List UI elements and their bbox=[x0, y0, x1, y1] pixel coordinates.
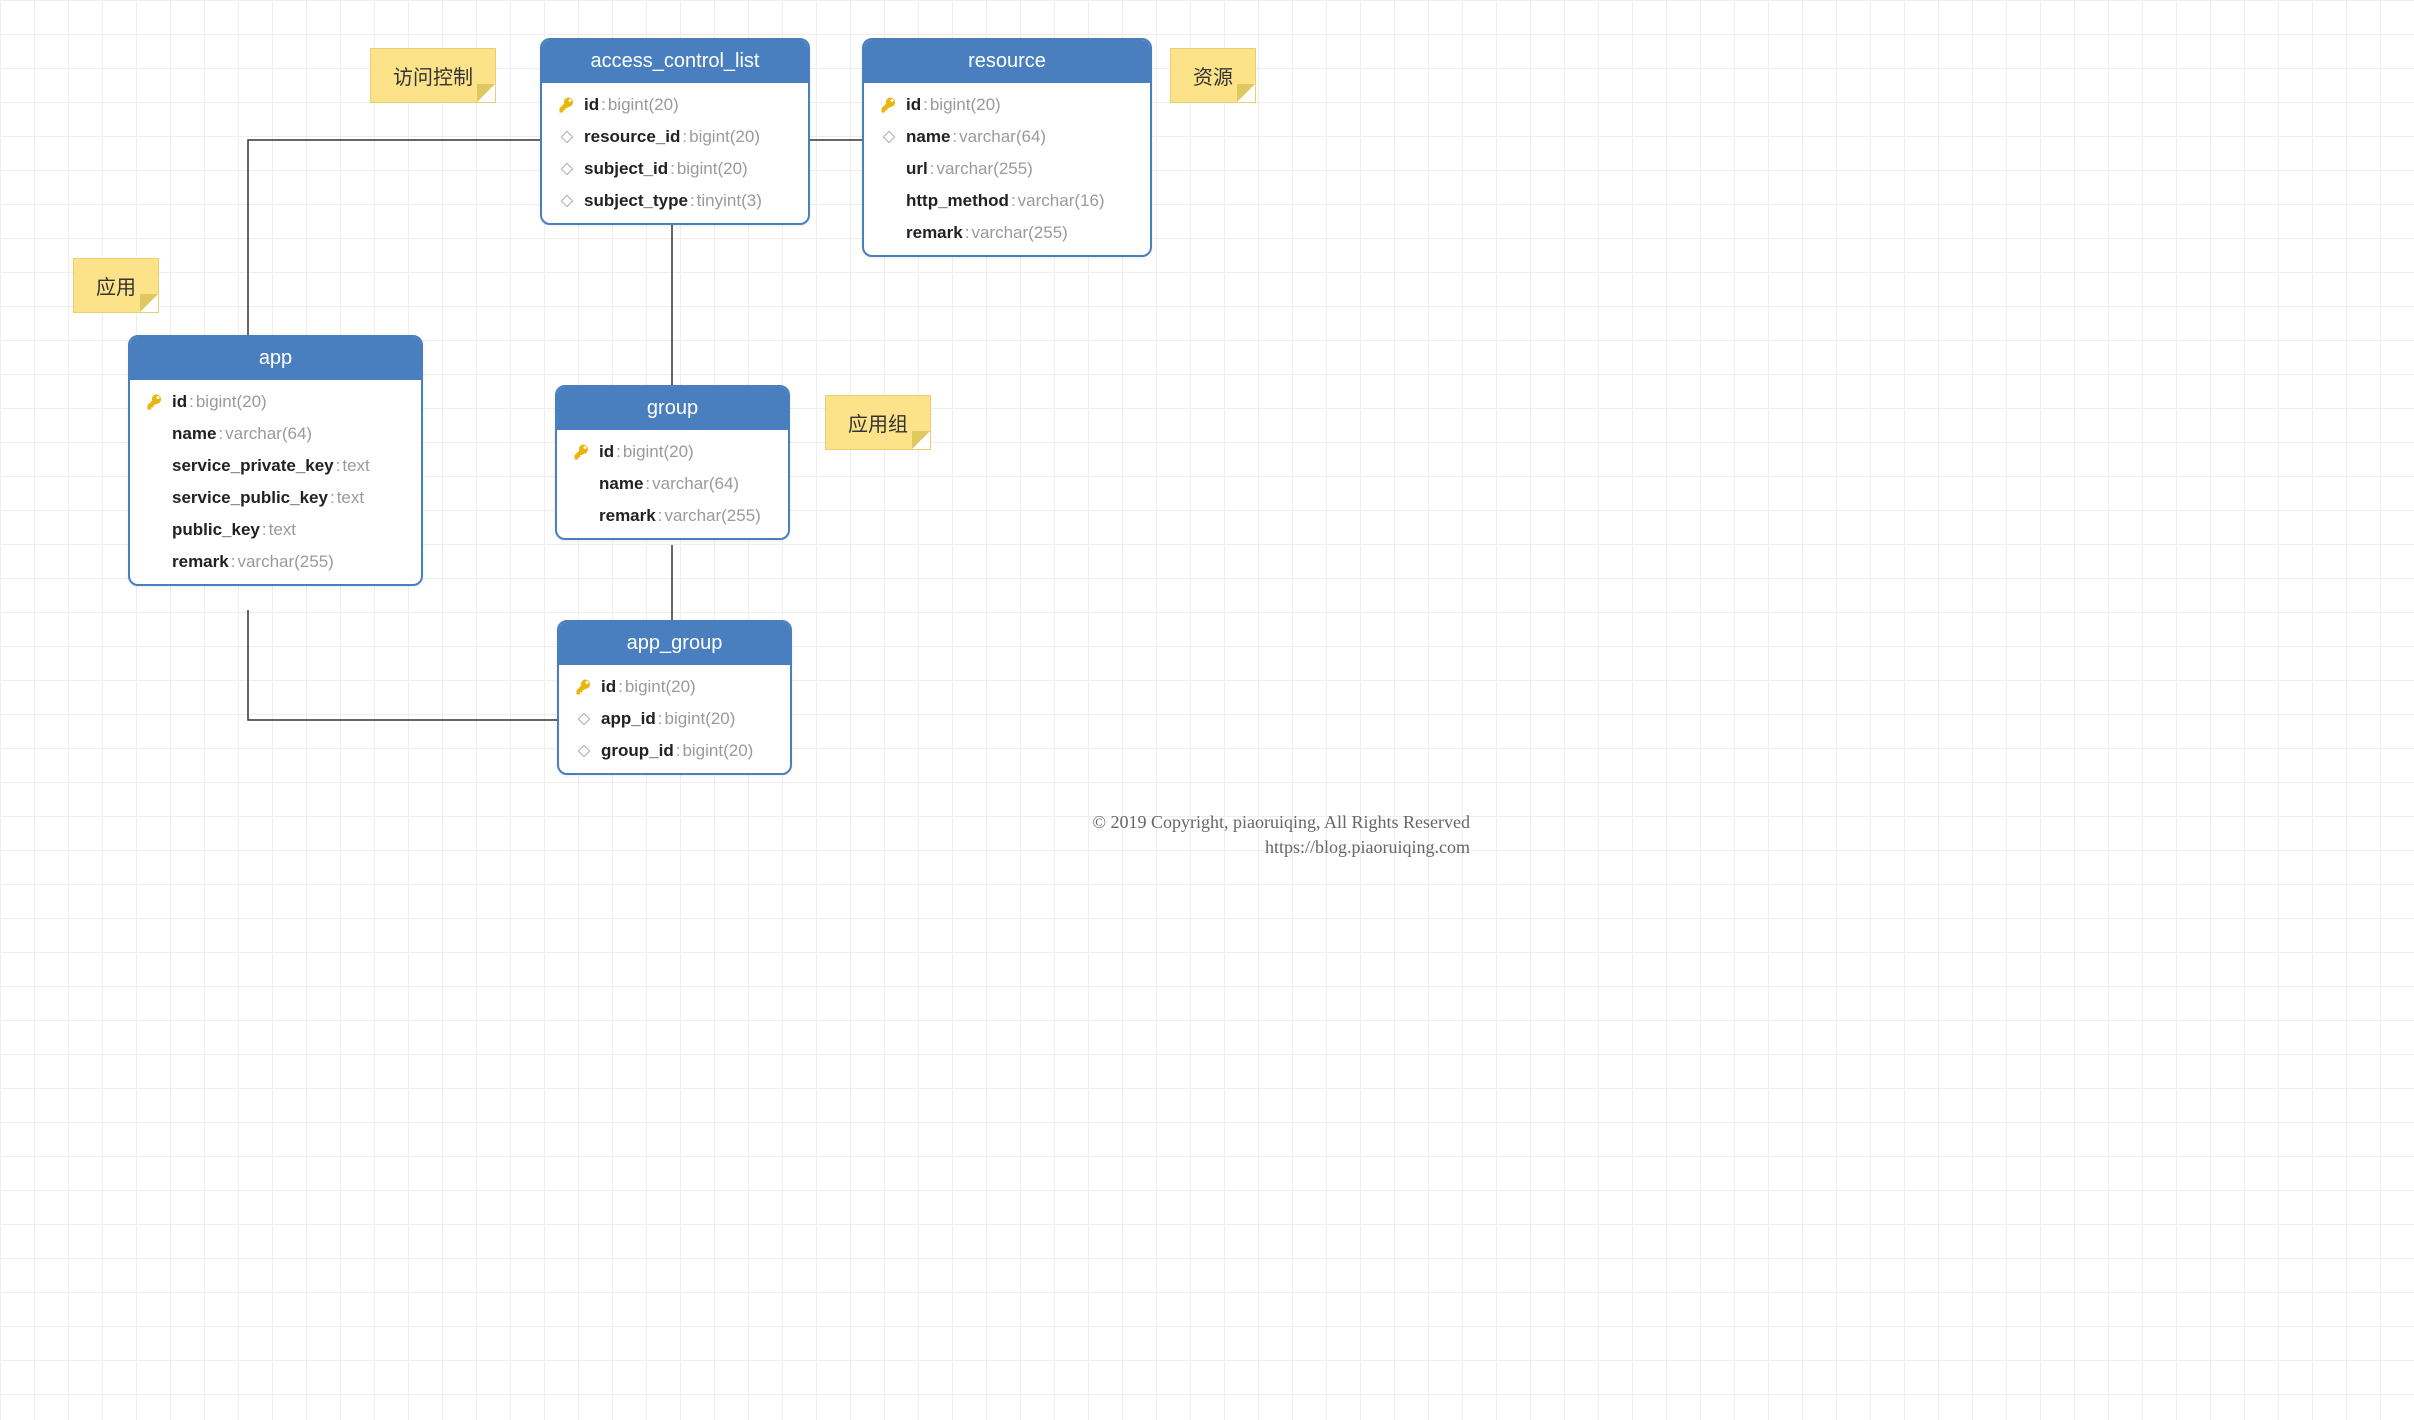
field-type: varchar(64) bbox=[225, 424, 312, 444]
foreign-key-icon bbox=[556, 162, 578, 176]
field-row: service_public_key: text bbox=[130, 482, 421, 514]
field-name: id bbox=[906, 95, 921, 115]
field-row: remark: varchar(255) bbox=[864, 217, 1150, 249]
field-type: text bbox=[342, 456, 369, 476]
foreign-key-icon bbox=[556, 130, 578, 144]
entity-title: group bbox=[557, 387, 788, 430]
field-type: bigint(20) bbox=[608, 95, 679, 115]
field-row: id: bigint(20) bbox=[542, 89, 808, 121]
field-name: remark bbox=[906, 223, 963, 243]
field-type: varchar(255) bbox=[971, 223, 1067, 243]
copyright: © 2019 Copyright, piaoruiqing, All Right… bbox=[1092, 810, 1470, 860]
field-row: id: bigint(20) bbox=[864, 89, 1150, 121]
field-row: group_id: bigint(20) bbox=[559, 735, 790, 767]
field-row: subject_id: bigint(20) bbox=[542, 153, 808, 185]
note-access: 访问控制 bbox=[370, 48, 496, 103]
primary-key-icon bbox=[571, 443, 593, 461]
field-type: bigint(20) bbox=[623, 442, 694, 462]
field-type: text bbox=[337, 488, 364, 508]
field-name: subject_id bbox=[584, 159, 668, 179]
field-type: bigint(20) bbox=[930, 95, 1001, 115]
field-name: name bbox=[599, 474, 643, 494]
field-row: resource_id: bigint(20) bbox=[542, 121, 808, 153]
field-name: name bbox=[172, 424, 216, 444]
entity-title: app_group bbox=[559, 622, 790, 665]
field-name: http_method bbox=[906, 191, 1009, 211]
entity-app: appid: bigint(20)name: varchar(64)servic… bbox=[128, 335, 423, 586]
field-row: subject_type: tinyint(3) bbox=[542, 185, 808, 217]
field-type: varchar(16) bbox=[1018, 191, 1105, 211]
entity-body: id: bigint(20)name: varchar(64)service_p… bbox=[130, 380, 421, 584]
field-name: service_private_key bbox=[172, 456, 334, 476]
entity-app_group: app_group id: bigint(20)app_id: bigint(20… bbox=[557, 620, 792, 775]
entity-resource: resourceid: bigint(20)name: varchar(64)u… bbox=[862, 38, 1152, 257]
field-type: bigint(20) bbox=[682, 741, 753, 761]
primary-key-icon bbox=[573, 678, 595, 696]
field-name: subject_type bbox=[584, 191, 688, 211]
field-name: url bbox=[906, 159, 928, 179]
foreign-key-icon bbox=[573, 712, 595, 726]
field-row: name: varchar(64) bbox=[557, 468, 788, 500]
primary-key-icon bbox=[878, 96, 900, 114]
field-type: bigint(20) bbox=[625, 677, 696, 697]
foreign-key-icon bbox=[573, 744, 595, 758]
field-name: id bbox=[172, 392, 187, 412]
field-type: varchar(255) bbox=[936, 159, 1032, 179]
field-type: bigint(20) bbox=[196, 392, 267, 412]
field-name: id bbox=[584, 95, 599, 115]
field-row: name: varchar(64) bbox=[864, 121, 1150, 153]
entity-body: id: bigint(20)resource_id: bigint(20)sub… bbox=[542, 83, 808, 223]
field-name: service_public_key bbox=[172, 488, 328, 508]
field-type: bigint(20) bbox=[677, 159, 748, 179]
primary-key-icon bbox=[556, 96, 578, 114]
field-row: service_private_key: text bbox=[130, 450, 421, 482]
field-name: public_key bbox=[172, 520, 260, 540]
field-row: http_method: varchar(16) bbox=[864, 185, 1150, 217]
note-group: 应用组 bbox=[825, 395, 931, 450]
field-name: name bbox=[906, 127, 950, 147]
entity-body: id: bigint(20)name: varchar(64)url: varc… bbox=[864, 83, 1150, 255]
field-type: bigint(20) bbox=[689, 127, 760, 147]
field-name: group_id bbox=[601, 741, 674, 761]
field-row: name: varchar(64) bbox=[130, 418, 421, 450]
field-name: remark bbox=[599, 506, 656, 526]
entity-title: access_control_list bbox=[542, 40, 808, 83]
field-type: varchar(64) bbox=[959, 127, 1046, 147]
field-name: app_id bbox=[601, 709, 656, 729]
field-row: id: bigint(20) bbox=[130, 386, 421, 418]
field-row: id: bigint(20) bbox=[557, 436, 788, 468]
copyright-line1: © 2019 Copyright, piaoruiqing, All Right… bbox=[1092, 810, 1470, 835]
primary-key-icon bbox=[144, 393, 166, 411]
field-name: id bbox=[601, 677, 616, 697]
field-type: bigint(20) bbox=[665, 709, 736, 729]
field-type: varchar(64) bbox=[652, 474, 739, 494]
field-row: remark: varchar(255) bbox=[130, 546, 421, 578]
entity-acl: access_control_listid: bigint(20)resourc… bbox=[540, 38, 810, 225]
note-app: 应用 bbox=[73, 258, 159, 313]
field-name: remark bbox=[172, 552, 229, 572]
connector-app-app_group bbox=[248, 610, 557, 720]
field-name: resource_id bbox=[584, 127, 680, 147]
connector-acl-app bbox=[248, 140, 540, 335]
field-row: url: varchar(255) bbox=[864, 153, 1150, 185]
entity-group: groupid: bigint(20)name: varchar(64)rema… bbox=[555, 385, 790, 540]
field-type: tinyint(3) bbox=[697, 191, 762, 211]
field-type: varchar(255) bbox=[664, 506, 760, 526]
entity-title: resource bbox=[864, 40, 1150, 83]
note-resource: 资源 bbox=[1170, 48, 1256, 103]
foreign-key-icon bbox=[878, 130, 900, 144]
field-type: text bbox=[269, 520, 296, 540]
entity-title: app bbox=[130, 337, 421, 380]
copyright-line2: https://blog.piaoruiqing.com bbox=[1092, 835, 1470, 860]
entity-body: id: bigint(20)name: varchar(64)remark: v… bbox=[557, 430, 788, 538]
field-name: id bbox=[599, 442, 614, 462]
field-row: remark: varchar(255) bbox=[557, 500, 788, 532]
field-row: app_id: bigint(20) bbox=[559, 703, 790, 735]
field-row: id: bigint(20) bbox=[559, 671, 790, 703]
field-type: varchar(255) bbox=[237, 552, 333, 572]
entity-body: id: bigint(20)app_id: bigint(20)group_id… bbox=[559, 665, 790, 773]
field-row: public_key: text bbox=[130, 514, 421, 546]
foreign-key-icon bbox=[556, 194, 578, 208]
diagram-canvas: 访问控制 资源应用应用组 access_control_list id: bigin… bbox=[0, 0, 1500, 880]
